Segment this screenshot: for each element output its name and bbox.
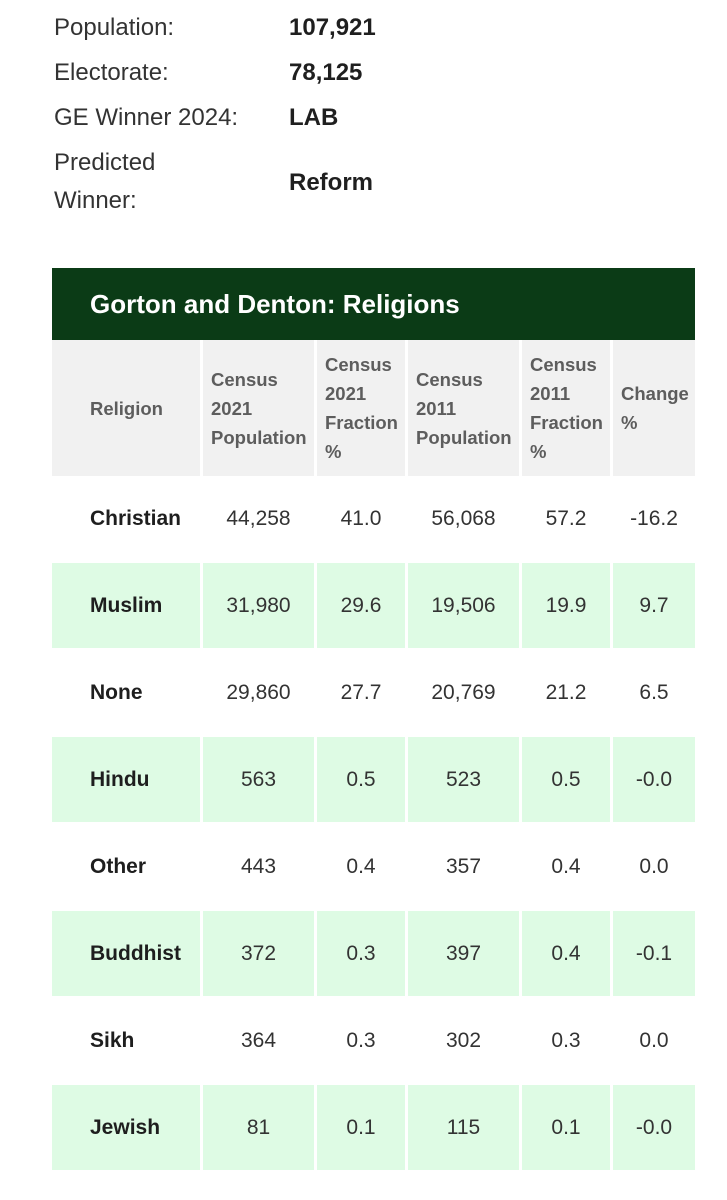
summary-row-predicted-winner: Predicted Winner: Reform: [54, 144, 674, 220]
summary-label: Predicted Winner:: [54, 149, 156, 214]
census-2021-fraction: 27.7: [317, 650, 408, 737]
summary-label: Population:: [54, 14, 175, 41]
change-percent: 9.7: [613, 563, 695, 650]
change-percent: -0.0: [613, 1085, 695, 1172]
census-2011-population: 56,068: [408, 476, 522, 563]
table-row: None 29,860 27.7 20,769 21.2 6.5: [52, 650, 695, 737]
religion-name: Other: [52, 824, 203, 911]
header-change: Change %: [613, 340, 695, 476]
census-2011-fraction: 21.2: [522, 650, 613, 737]
header-census-2021-population: Census 2021 Population: [203, 340, 317, 476]
census-2011-fraction: 0.4: [522, 911, 613, 998]
census-2011-fraction: 57.2: [522, 476, 613, 563]
religion-name: Christian: [52, 476, 203, 563]
table-row: Buddhist 372 0.3 397 0.4 -0.1: [52, 911, 695, 998]
table-row: Muslim 31,980 29.6 19,506 19.9 9.7: [52, 563, 695, 650]
census-2021-fraction: 0.1: [317, 1085, 408, 1172]
census-2021-population: 44,258: [203, 476, 317, 563]
census-2021-population: 29,860: [203, 650, 317, 737]
religion-name: Hindu: [52, 737, 203, 824]
header-religion: Religion: [52, 340, 203, 476]
religion-name: Muslim: [52, 563, 203, 650]
census-2011-population: 115: [408, 1085, 522, 1172]
table-row: Other 443 0.4 357 0.4 0.0: [52, 824, 695, 911]
summary-row-population: Population: 107,921: [54, 5, 674, 50]
summary-label: GE Winner 2024:: [54, 104, 239, 131]
census-2011-population: 523: [408, 737, 522, 824]
religions-table: Religion Census 2021 Population Census 2…: [52, 340, 695, 1172]
census-2021-fraction: 29.6: [317, 563, 408, 650]
religion-name: Sikh: [52, 998, 203, 1085]
religion-name: None: [52, 650, 203, 737]
census-2021-fraction: 0.4: [317, 824, 408, 911]
change-percent: 0.0: [613, 998, 695, 1085]
constituency-summary: Population: 107,921 Electorate: 78,125 G…: [54, 0, 674, 220]
change-percent: -0.0: [613, 737, 695, 824]
table-row: Jewish 81 0.1 115 0.1 -0.0: [52, 1085, 695, 1172]
census-2021-population: 31,980: [203, 563, 317, 650]
census-2021-population: 372: [203, 911, 317, 998]
table-header-row: Religion Census 2021 Population Census 2…: [52, 340, 695, 476]
summary-label: Electorate:: [54, 59, 169, 86]
header-census-2011-population: Census 2011 Population: [408, 340, 522, 476]
census-2011-fraction: 0.3: [522, 998, 613, 1085]
religion-name: Jewish: [52, 1085, 203, 1172]
summary-value: 107,921: [289, 14, 376, 41]
census-2011-population: 20,769: [408, 650, 522, 737]
header-census-2021-fraction: Census 2021 Fraction %: [317, 340, 408, 476]
census-2011-population: 357: [408, 824, 522, 911]
census-2021-fraction: 0.5: [317, 737, 408, 824]
summary-value: Reform: [289, 168, 374, 196]
census-2021-fraction: 0.3: [317, 998, 408, 1085]
census-2021-fraction: 41.0: [317, 476, 408, 563]
change-percent: 0.0: [613, 824, 695, 911]
change-percent: 6.5: [613, 650, 695, 737]
table-title: Gorton and Denton: Religions: [90, 288, 460, 319]
census-2021-population: 563: [203, 737, 317, 824]
header-census-2011-fraction: Census 2011 Fraction %: [522, 340, 613, 476]
table-row: Sikh 364 0.3 302 0.3 0.0: [52, 998, 695, 1085]
census-2011-fraction: 0.1: [522, 1085, 613, 1172]
religion-name: Buddhist: [52, 911, 203, 998]
census-2021-population: 81: [203, 1085, 317, 1172]
summary-row-electorate: Electorate: 78,125: [54, 50, 674, 95]
census-2011-population: 302: [408, 998, 522, 1085]
table-title-bar: Gorton and Denton: Religions: [52, 268, 695, 340]
table-row: Christian 44,258 41.0 56,068 57.2 -16.2: [52, 476, 695, 563]
change-percent: -16.2: [613, 476, 695, 563]
summary-value: 78,125: [289, 59, 363, 86]
census-2021-population: 364: [203, 998, 317, 1085]
religions-table-card: Gorton and Denton: Religions Religion Ce…: [52, 268, 695, 1172]
table-row: Hindu 563 0.5 523 0.5 -0.0: [52, 737, 695, 824]
change-percent: -0.1: [613, 911, 695, 998]
census-2011-fraction: 0.4: [522, 824, 613, 911]
census-2011-fraction: 19.9: [522, 563, 613, 650]
census-2011-population: 19,506: [408, 563, 522, 650]
summary-row-ge-winner: GE Winner 2024: LAB: [54, 95, 674, 140]
summary-value: LAB: [289, 104, 339, 131]
census-2021-fraction: 0.3: [317, 911, 408, 998]
census-2011-fraction: 0.5: [522, 737, 613, 824]
census-2011-population: 397: [408, 911, 522, 998]
census-2021-population: 443: [203, 824, 317, 911]
